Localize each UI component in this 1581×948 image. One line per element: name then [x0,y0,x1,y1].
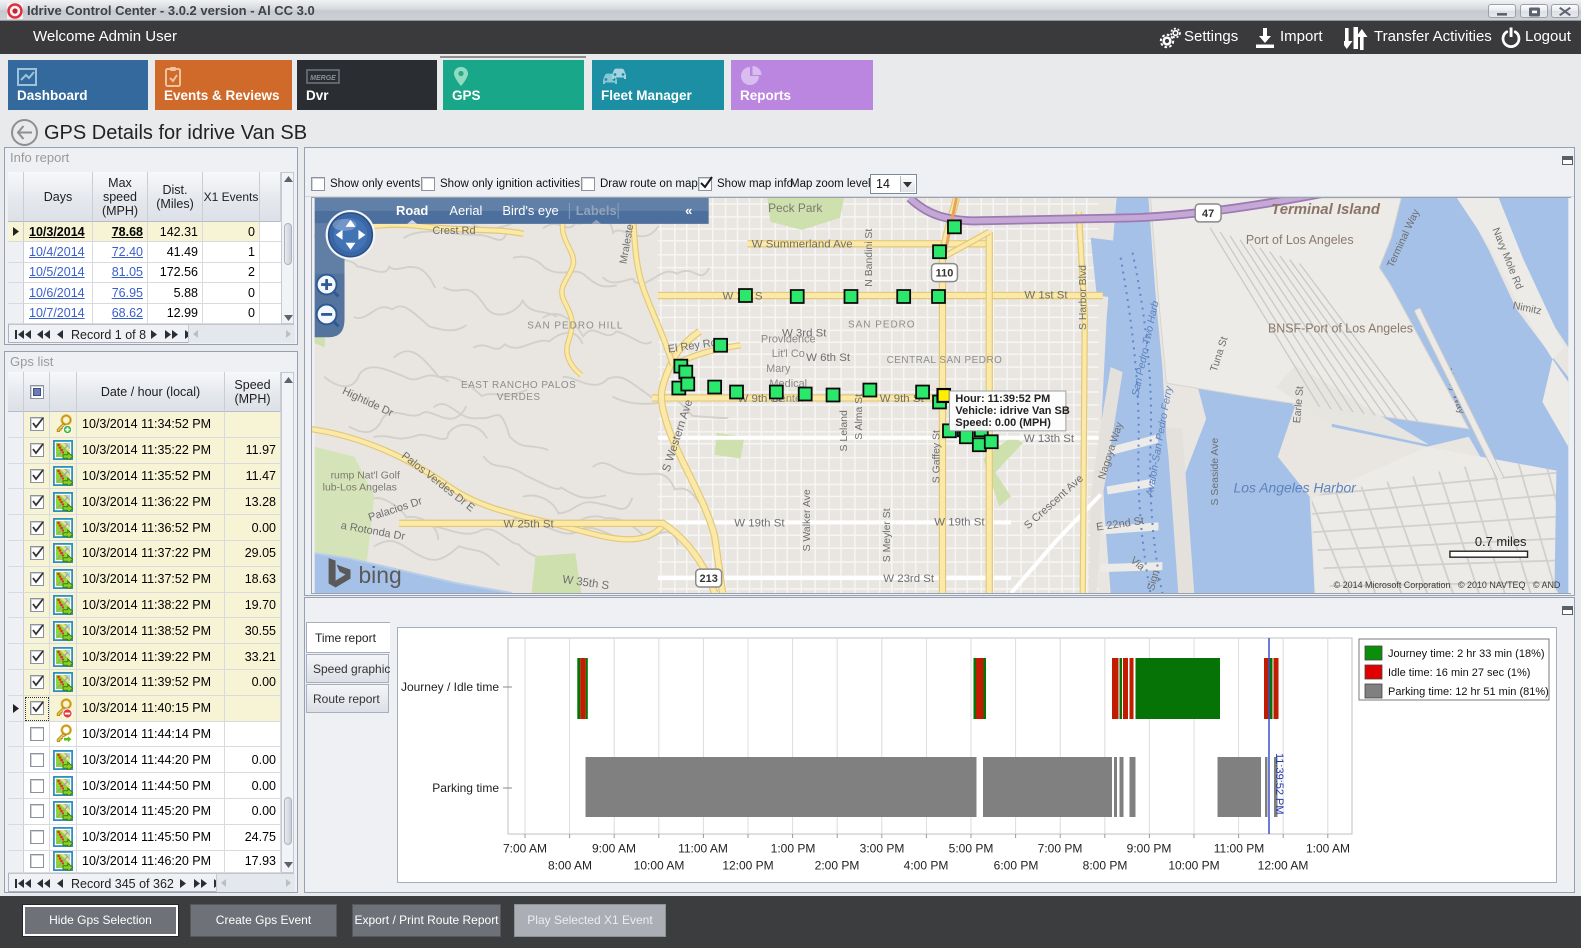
svg-text:Parking time: 12 hr 51 min (81: Parking time: 12 hr 51 min (81%) [1388,686,1549,698]
svg-text:Vehicle: idrive Van SB: Vehicle: idrive Van SB [955,405,1069,417]
svg-text:110: 110 [936,268,954,280]
svg-text:2:00 PM: 2:00 PM [815,859,860,873]
svg-text:12:00 PM: 12:00 PM [722,859,773,873]
svg-text:5:00 PM: 5:00 PM [949,842,994,856]
svg-text:Lit'l Co: Lit'l Co [772,348,805,360]
svg-text:Providence: Providence [761,333,816,345]
svg-text:S Harbor Blvd: S Harbor Blvd [1078,265,1089,330]
svg-text:9:00 PM: 9:00 PM [1127,842,1172,856]
svg-text:10:00 PM: 10:00 PM [1168,859,1219,873]
svg-text:SAN PEDRO: SAN PEDRO [848,319,916,330]
svg-text:lub-Los Angelas: lub-Los Angelas [323,483,397,494]
svg-text:CENTRAL SAN PEDRO: CENTRAL SAN PEDRO [887,355,1003,366]
svg-text:Journey time: 2 hr 33 min (18%: Journey time: 2 hr 33 min (18%) [1388,648,1545,660]
svg-text:rump Nat'l Golf: rump Nat'l Golf [331,471,400,482]
svg-text:Crest Rd: Crest Rd [432,225,475,237]
svg-text:S Meyler St: S Meyler St [882,508,893,562]
svg-text:Peck Park: Peck Park [768,201,822,215]
svg-text:8:00 PM: 8:00 PM [1083,859,1128,873]
svg-text:Mary: Mary [766,363,791,375]
svg-text:S Seaside Ave: S Seaside Ave [1210,438,1221,506]
svg-text:3:00 PM: 3:00 PM [860,842,905,856]
svg-text:7:00 AM: 7:00 AM [503,842,547,856]
svg-text:© 2014 Microsoft Corporation: © 2014 Microsoft Corporation © 2010 NAVT… [1334,580,1561,590]
svg-text:W 19th St: W 19th St [734,517,785,529]
svg-text:11:00 PM: 11:00 PM [1214,842,1264,856]
svg-text:8:00 AM: 8:00 AM [548,859,592,873]
svg-text:Labels: Labels [576,203,617,218]
svg-text:W 6th St: W 6th St [806,352,851,364]
svg-text:Sign: Sign [1146,569,1162,592]
svg-text:Journey / Idle time: Journey / Idle time [401,680,499,694]
svg-text:12:00 AM: 12:00 AM [1258,859,1309,873]
svg-text:4:00 PM: 4:00 PM [904,859,949,873]
svg-text:11:39:52 PM: 11:39:52 PM [1273,753,1285,815]
svg-text:N Bandini St: N Bandini St [864,229,875,287]
svg-text:6:00 PM: 6:00 PM [994,859,1039,873]
svg-text:MERGE: MERGE [310,75,336,82]
svg-text:S Leland: S Leland [839,410,850,451]
svg-text:BNSF-Port of Los Angeles: BNSF-Port of Los Angeles [1268,321,1413,335]
svg-text:SAN PEDRO HILL: SAN PEDRO HILL [527,320,623,331]
svg-text:Bird's eye: Bird's eye [502,203,558,218]
svg-text:9:00 AM: 9:00 AM [592,842,636,856]
svg-text:Parking time: Parking time [432,781,499,795]
svg-text:10:00 AM: 10:00 AM [634,859,685,873]
svg-text:213: 213 [700,573,718,585]
svg-text:VERDES: VERDES [497,392,541,403]
svg-text:Aerial: Aerial [449,203,482,218]
svg-text:W 13th St: W 13th St [1024,433,1075,445]
svg-text:0.7 miles: 0.7 miles [1475,534,1527,549]
svg-text:Road: Road [396,203,428,218]
svg-text:1:00 AM: 1:00 AM [1306,842,1350,856]
svg-text:W 9th St: W 9th St [880,393,925,405]
svg-text:Port of Los Angeles: Port of Los Angeles [1246,233,1354,247]
svg-text:Speed: 0.00 (MPH): Speed: 0.00 (MPH) [955,417,1051,429]
svg-text:W 1st St: W 1st St [1024,289,1068,301]
svg-text:W 23rd St: W 23rd St [883,573,935,585]
svg-text:bing: bing [358,562,401,588]
svg-text:Earle St: Earle St [1292,386,1306,424]
svg-text:W 19th St: W 19th St [934,516,985,528]
svg-text:Los Angeles Harbor: Los Angeles Harbor [1234,480,1358,496]
svg-text:EAST RANCHO PALOS: EAST RANCHO PALOS [461,380,576,391]
svg-text:7:00 PM: 7:00 PM [1038,842,1083,856]
svg-text:11:00 AM: 11:00 AM [678,842,728,856]
svg-text:S Alma St: S Alma St [854,394,865,440]
svg-text:Terminal Island: Terminal Island [1271,201,1381,218]
svg-text:S Gaffey St: S Gaffey St [932,430,943,483]
svg-text:Hour: 11:39:52 PM: Hour: 11:39:52 PM [955,393,1050,405]
svg-text:1:00 PM: 1:00 PM [771,842,816,856]
svg-text:47: 47 [1202,208,1214,220]
svg-text:Idle time: 16 min 27 sec (1%): Idle time: 16 min 27 sec (1%) [1388,667,1530,679]
svg-text:«: « [685,203,692,218]
svg-text:W 3rd St: W 3rd St [782,327,827,339]
svg-text:S Walker Ave: S Walker Ave [802,489,813,551]
svg-text:W 25th St: W 25th St [503,518,554,530]
svg-text:W Summerland Ave: W Summerland Ave [752,239,853,251]
